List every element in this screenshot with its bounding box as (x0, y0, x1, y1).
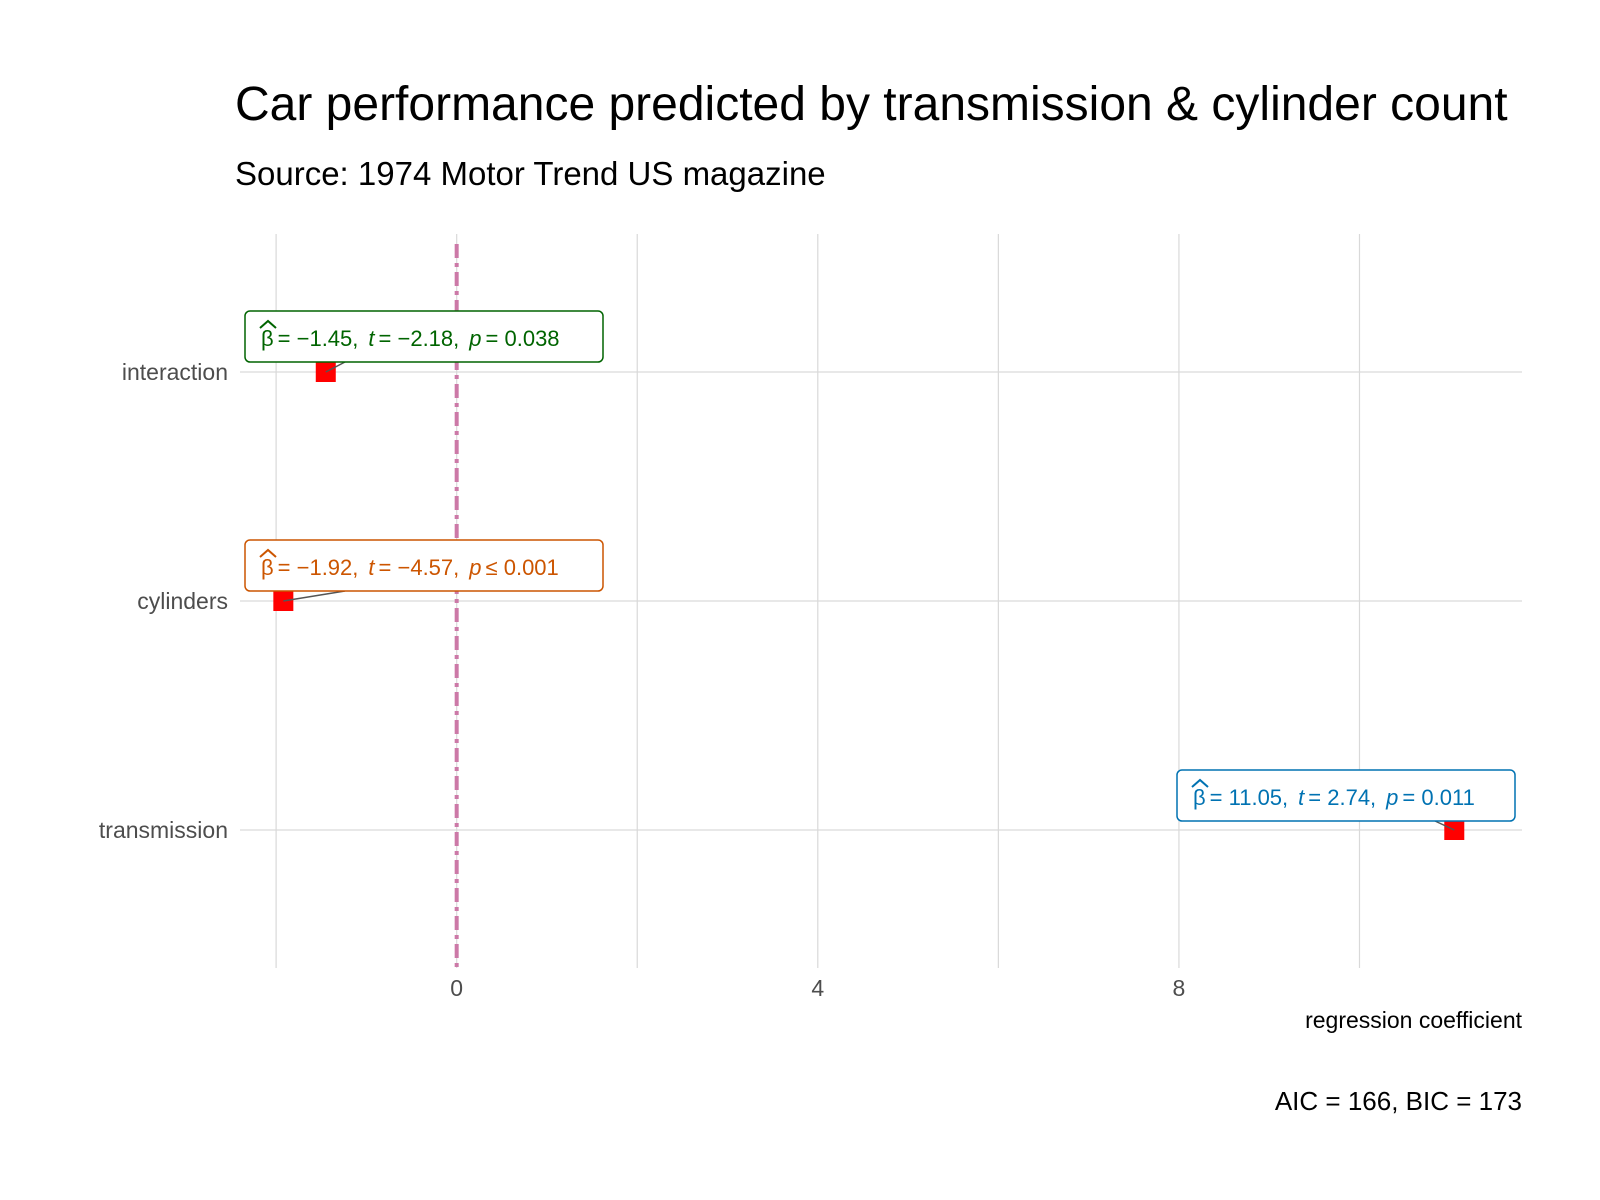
label-text: β = 11.05, t = 2.74, p = 0.011 (1193, 785, 1475, 810)
y-tick-label: transmission (99, 817, 228, 843)
model-fit-caption: AIC = 166, BIC = 173 (1275, 1086, 1522, 1116)
label-connector (325, 361, 346, 373)
x-tick-label: 0 (450, 975, 463, 1001)
label-connector (283, 590, 346, 602)
x-axis-ticks: 0 4 8 (450, 975, 1185, 1001)
x-tick-label: 4 (811, 975, 824, 1001)
coefficient-label-transmission: β = 11.05, t = 2.74, p = 0.011 (1176, 769, 1516, 831)
chart-title: Car performance predicted by transmissio… (235, 78, 1508, 131)
label-box (244, 539, 604, 592)
hat-icon (1191, 778, 1209, 788)
y-axis-ticks: interaction cylinders transmission (99, 359, 228, 843)
chart-subtitle: Source: 1974 Motor Trend US magazine (235, 155, 826, 192)
label-text: β = −1.45, t = −2.18, p = 0.038 (261, 326, 560, 351)
coefficient-label-cylinders: β = −1.92, t = −4.57, p ≤ 0.001 (244, 539, 604, 602)
label-text: β = −1.92, t = −4.57, p ≤ 0.001 (261, 555, 559, 580)
label-box (244, 310, 604, 363)
label-connector (1434, 820, 1455, 831)
gridlines (240, 234, 1522, 968)
y-tick-label: interaction (122, 359, 228, 385)
coefficient-labels: β = −1.45, t = −2.18, p = 0.038 β = −1.92, t = −4… (244, 310, 1516, 831)
coefficient-label-interaction: β = −1.45, t = −2.18, p = 0.038 (244, 310, 604, 373)
x-axis-title: regression coefficient (1305, 1007, 1523, 1033)
label-box (1176, 769, 1516, 822)
hat-icon (259, 548, 277, 558)
hat-icon (259, 319, 277, 329)
y-tick-label: cylinders (137, 588, 228, 614)
x-tick-label: 8 (1173, 975, 1186, 1001)
